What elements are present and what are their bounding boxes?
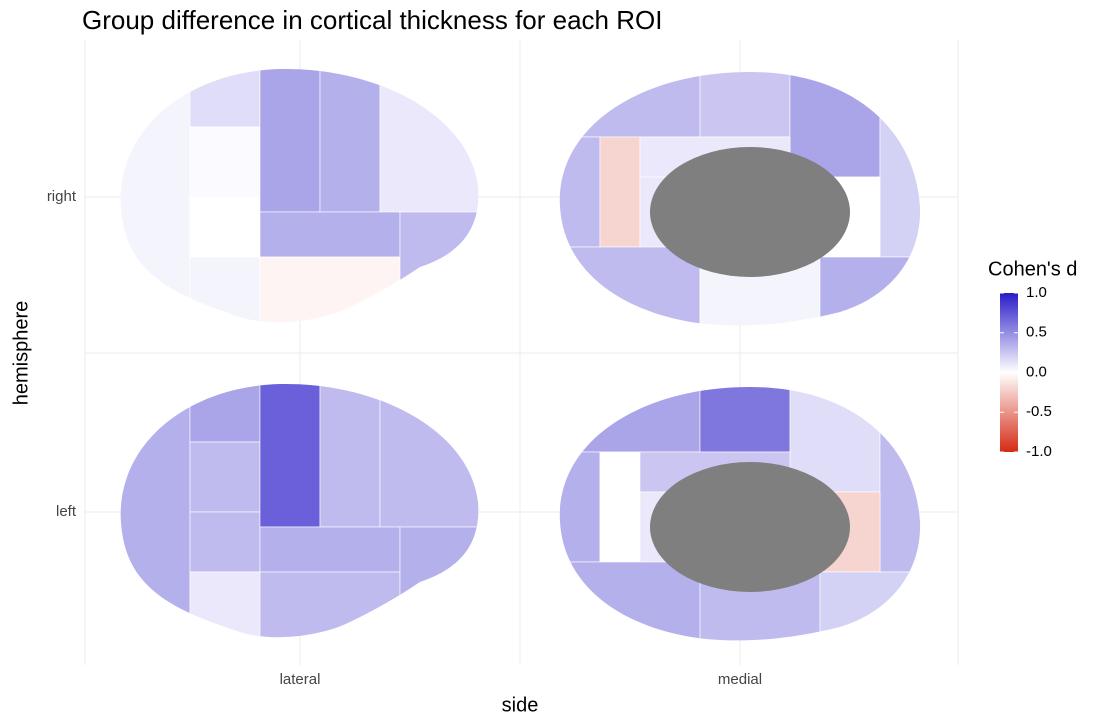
brain-region: [700, 362, 790, 452]
x-tick-label: lateral: [280, 671, 321, 688]
brain-region: [260, 362, 320, 527]
brain-region: [700, 47, 790, 137]
brain-region: [600, 137, 640, 247]
brain-surface: [540, 47, 940, 347]
brain-view: [100, 362, 500, 662]
brain-region: [820, 257, 940, 347]
legend-tick-label: 0.5: [1026, 324, 1047, 341]
brain-view: [100, 47, 500, 347]
brain-region: [190, 197, 260, 257]
legend-tick-label: 0.0: [1026, 363, 1047, 380]
brain-view: [540, 47, 940, 347]
brain-region: [540, 247, 700, 347]
brain-surface: [100, 47, 500, 347]
x-axis-title: side: [502, 694, 539, 716]
legend-tick-label: 1.0: [1026, 284, 1047, 301]
brain-surface: [100, 362, 500, 662]
brain-region: [190, 572, 260, 662]
brain-region: [260, 47, 320, 212]
brain-region: [380, 362, 500, 527]
brain-region: [540, 137, 600, 247]
chart-title: Group difference in cortical thickness f…: [82, 5, 662, 35]
brain-region: [190, 257, 260, 347]
brain-region: [320, 47, 380, 212]
brain-region: [400, 527, 500, 662]
brain-region: [190, 127, 260, 197]
brain-region: [190, 47, 260, 127]
brain-region: [190, 362, 260, 442]
y-axis-title: hemisphere: [10, 301, 32, 406]
legend-title: Cohen's d: [988, 258, 1077, 280]
brain-region: [190, 512, 260, 572]
chart: Group difference in cortical thickness f…: [0, 0, 1104, 720]
brain-region: [260, 212, 400, 257]
brain-region: [320, 362, 380, 527]
y-tick-label: left: [56, 503, 77, 520]
brain-region: [540, 47, 700, 137]
brain-region: [880, 47, 940, 257]
brain-view: [540, 362, 940, 662]
medial-wall: [650, 147, 850, 277]
medial-wall: [650, 462, 850, 592]
brain-region: [260, 257, 400, 347]
x-tick-label: medial: [718, 671, 762, 688]
brain-region: [540, 452, 600, 562]
y-tick-label: right: [47, 188, 77, 205]
brain-region: [190, 442, 260, 512]
brain-surface: [540, 362, 940, 662]
legend-tick-label: -1.0: [1026, 443, 1052, 460]
brain-region: [600, 452, 640, 562]
legend-tick-label: -0.5: [1026, 403, 1052, 420]
brain-region: [260, 572, 400, 662]
brain-region: [820, 572, 940, 662]
brain-region: [880, 362, 940, 572]
brain-region: [540, 562, 700, 662]
brain-region: [260, 527, 400, 572]
brain-region: [540, 362, 700, 452]
brain-region: [400, 212, 500, 347]
brain-region: [380, 47, 500, 212]
